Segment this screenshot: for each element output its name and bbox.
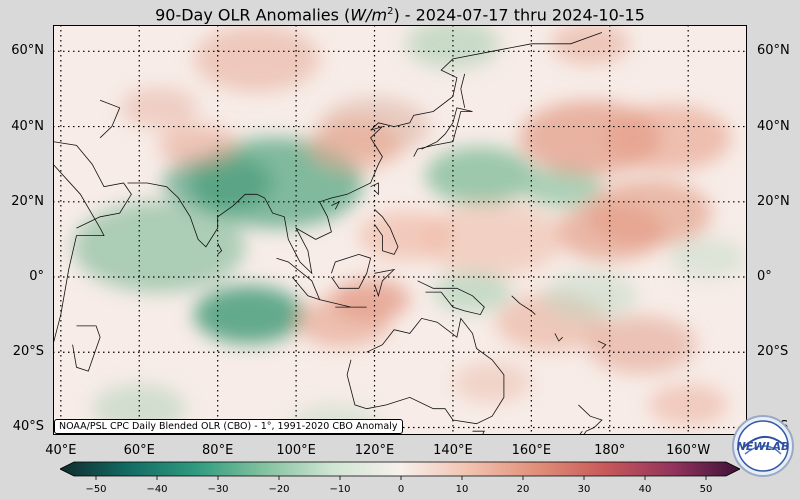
colorbar-tickmarks [95, 476, 707, 480]
anomaly-patch [194, 25, 320, 92]
longitude-label: 140°E [433, 443, 473, 458]
colorbar-tick-label: 0 [397, 484, 405, 495]
colorbar-tick-label: −20 [268, 484, 290, 495]
anomaly-patch [296, 297, 391, 347]
latitude-label: 60°N [11, 43, 44, 59]
coastline [460, 73, 466, 108]
lab-logo: NEWLAB [731, 414, 795, 478]
anomaly-patch [433, 271, 512, 313]
title-unit: W/m [350, 5, 388, 25]
anomaly-patch [668, 237, 747, 279]
title-unit-exponent: 2 [387, 6, 394, 17]
coastline [578, 404, 603, 435]
anomaly-patch [162, 154, 273, 212]
coastline [53, 163, 105, 345]
coastline [53, 141, 132, 229]
colorbar-tick-label: −50 [85, 484, 107, 495]
longitude-label: 180° [594, 443, 626, 458]
anomaly-patch [194, 285, 304, 344]
anomaly-patch [158, 124, 238, 167]
colorbar-tick-label: −10 [329, 484, 351, 495]
latitude-label: 20°N [757, 193, 790, 209]
coastline [331, 253, 372, 289]
anomaly-patch [452, 361, 532, 404]
longitude-label: 100°E [276, 443, 316, 458]
colorbar-bar [60, 461, 740, 477]
anomaly-map [53, 25, 747, 435]
coastline [374, 209, 399, 255]
coastline [554, 333, 563, 342]
coastline [276, 257, 321, 301]
map-panel [53, 25, 747, 435]
colorbar [60, 461, 740, 480]
colorbar-tick-label: 20 [516, 484, 530, 495]
anomaly-patch [425, 146, 536, 205]
longitude-label: 160°W [666, 443, 711, 458]
colorbar-tick-label: −30 [207, 484, 229, 495]
longitude-label: 40°E [45, 443, 77, 458]
anomaly-patch [523, 166, 602, 208]
colorbar-tick-label: 50 [699, 484, 713, 495]
latitude-label: 60°N [757, 43, 790, 59]
coastline [511, 295, 536, 315]
anomaly-patch [358, 210, 453, 261]
coastlines [53, 32, 607, 435]
latitude-label: 20°N [11, 193, 44, 209]
logo-text: NEWLAB [737, 440, 790, 453]
title-suffix: ) - 2024-07-17 thru 2024-10-15 [393, 5, 645, 25]
colorbar-tick-label: 40 [638, 484, 652, 495]
latitude-label: 0° [29, 269, 44, 285]
attribution-box: NOAA/PSL CPC Daily Blended OLR (CBO) - 1… [54, 419, 403, 434]
anomaly-patch [550, 25, 630, 65]
anomaly-patch [72, 201, 246, 293]
latitude-label: 40°N [757, 118, 790, 134]
coastline [413, 107, 473, 157]
anomaly-patch [421, 202, 563, 277]
colorbar-tick-label: 30 [577, 484, 591, 495]
anomaly-patch [405, 25, 500, 69]
anomaly-patch [586, 315, 697, 374]
anomaly-patch [543, 271, 638, 321]
title-prefix: 90-Day OLR Anomalies ( [155, 5, 351, 25]
coastline [99, 99, 121, 139]
coastline [370, 182, 379, 196]
coastline [472, 430, 485, 435]
latitude-label: 40°N [11, 118, 44, 134]
colorbar-tick-label: −40 [146, 484, 168, 495]
latitude-label: 20°S [12, 344, 44, 360]
anomaly-patch [119, 87, 199, 129]
coastline [417, 280, 485, 316]
anomaly-patch [648, 384, 728, 426]
coastline [319, 299, 367, 308]
map-frame [53, 25, 747, 435]
coastline [217, 243, 223, 255]
longitude-label: 120°E [354, 443, 395, 458]
longitude-label: 80°E [202, 443, 234, 458]
coastline [127, 32, 603, 275]
colorbar-tick-label: 10 [455, 484, 469, 495]
latitude-label: 40°S [12, 419, 44, 435]
anomaly-patch [554, 202, 665, 261]
longitude-label: 60°E [123, 443, 155, 458]
longitude-label: 160°E [511, 443, 552, 458]
coastline [72, 325, 101, 372]
latitude-label: 0° [757, 269, 772, 285]
coastline [597, 340, 607, 349]
anomaly-patch [307, 120, 402, 171]
coastline [374, 268, 396, 298]
coastline [346, 317, 505, 425]
anomaly-patch [605, 104, 732, 171]
graticule [53, 25, 747, 435]
latitude-label: 20°S [757, 344, 789, 360]
map-title: 90-Day OLR Anomalies (W/m2) - 2024-07-17… [0, 0, 800, 24]
